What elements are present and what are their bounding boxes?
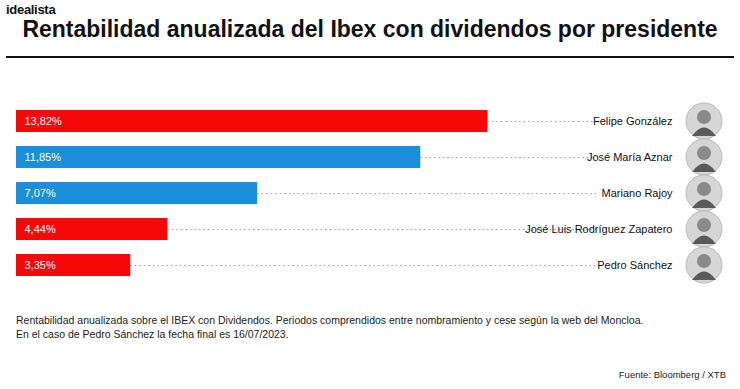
html-text:Rentabilidad anualizada sobre: Rentabilidad anualizada sobre el IBEX co… xyxy=(16,314,644,326)
html-text:idealista: idealista xyxy=(6,2,56,17)
svg-text:José Luis Rodríguez Zapatero: José Luis Rodríguez Zapatero xyxy=(525,223,672,235)
svg-text:4,44%: 4,44% xyxy=(25,223,56,235)
svg-text:Pedro Sánchez: Pedro Sánchez xyxy=(597,259,672,271)
html-text:Fuente: Bloomberg / XTB: Fuente: Bloomberg / XTB xyxy=(618,369,726,380)
svg-text:11,85%: 11,85% xyxy=(25,151,62,163)
svg-text:13,82%: 13,82% xyxy=(25,115,63,127)
svg-text:7,07%: 7,07% xyxy=(25,187,56,199)
svg-text:3,35%: 3,35% xyxy=(25,259,56,271)
html-text:Rentabilidad anualizada del Ib: Rentabilidad anualizada del Ibex con div… xyxy=(22,16,718,42)
svg-text:Mariano Rajoy: Mariano Rajoy xyxy=(602,187,673,199)
html-text:En el caso de Pedro Sánchez la: En el caso de Pedro Sánchez la fecha fin… xyxy=(16,328,289,340)
svg-text:Felipe González: Felipe González xyxy=(593,115,673,127)
svg-text:José María Aznar: José María Aznar xyxy=(587,151,673,163)
